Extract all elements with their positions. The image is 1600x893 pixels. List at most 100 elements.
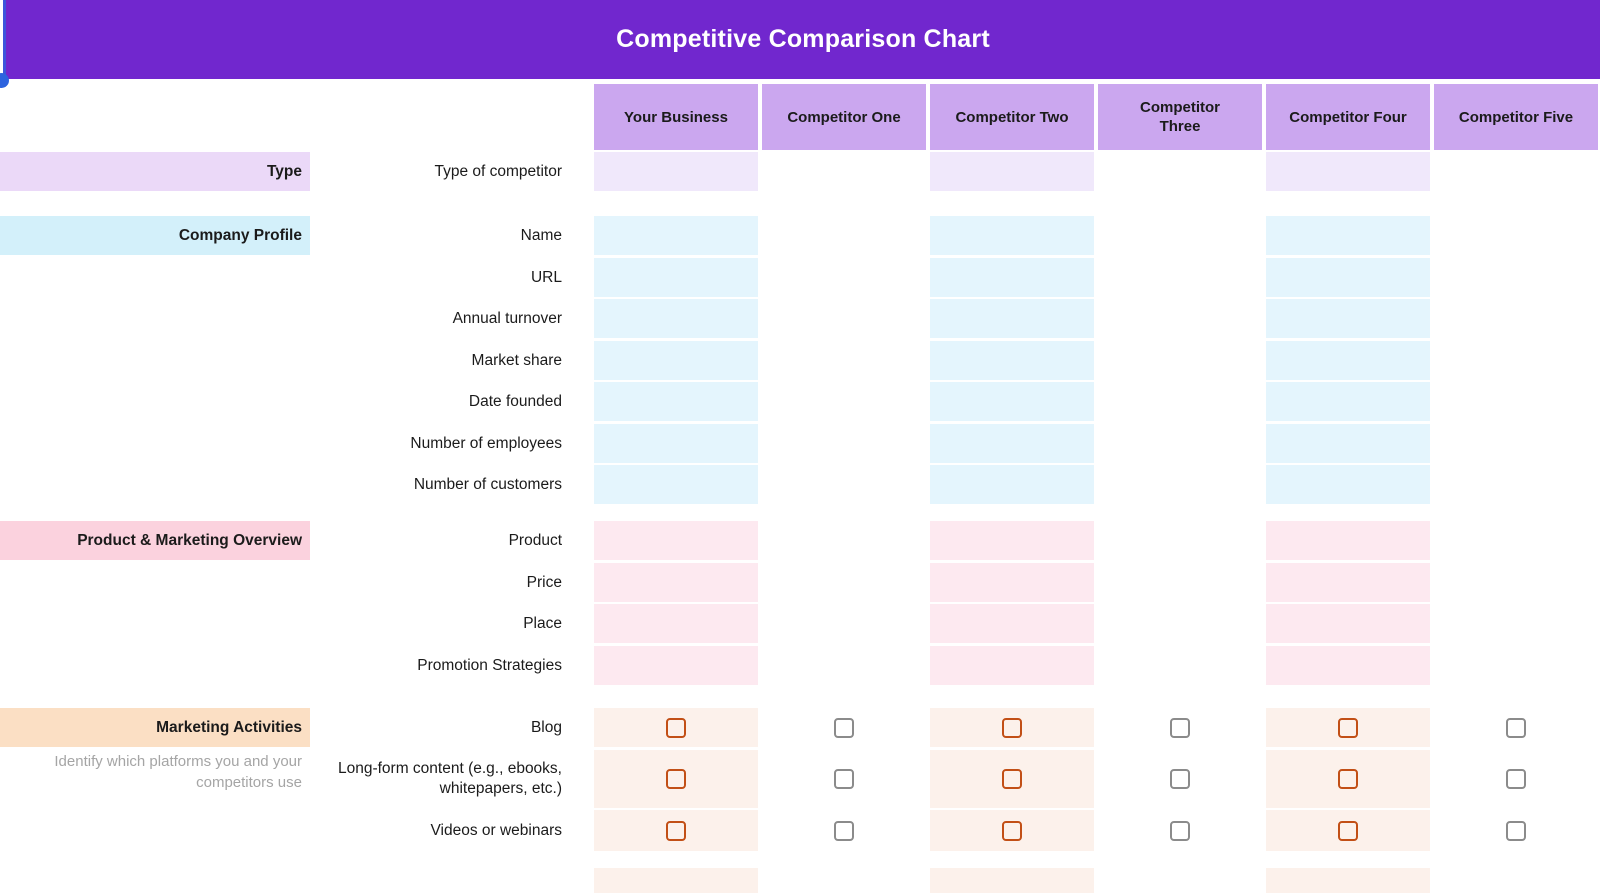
data-cell[interactable] [1266, 521, 1430, 560]
checkbox[interactable] [1506, 820, 1526, 841]
row-label: Videos or webinars [430, 821, 562, 839]
data-cell[interactable] [1266, 341, 1430, 380]
data-cell[interactable] [930, 152, 1094, 191]
data-cell[interactable] [594, 563, 758, 602]
data-cell[interactable] [930, 646, 1094, 685]
checkbox[interactable] [1002, 717, 1022, 738]
data-cell[interactable] [930, 299, 1094, 338]
data-cell[interactable] [1266, 216, 1430, 255]
row-label: Type of competitor [434, 162, 562, 180]
section-label-type: Type [0, 152, 310, 191]
checkbox[interactable] [834, 717, 854, 738]
data-cell[interactable] [930, 216, 1094, 255]
checkbox-cell [1266, 708, 1430, 747]
row-label: Number of customers [413, 475, 562, 493]
data-cell[interactable] [930, 604, 1094, 643]
row-place: Place [0, 604, 1600, 643]
data-cell[interactable] [930, 521, 1094, 560]
checkbox-cell [1098, 708, 1262, 747]
data-cell[interactable] [930, 382, 1094, 421]
checkbox[interactable] [834, 820, 854, 841]
checkbox[interactable] [1170, 717, 1190, 738]
checkbox[interactable] [1506, 717, 1526, 738]
checkbox-cell [1434, 708, 1598, 747]
data-cell[interactable] [594, 646, 758, 685]
row-label: Blog [530, 718, 562, 736]
row-promotion-strategies: Promotion Strategies [0, 646, 1600, 685]
data-cell[interactable] [594, 521, 758, 560]
checkbox[interactable] [1002, 769, 1022, 789]
data-cell[interactable] [1266, 258, 1430, 297]
checkbox[interactable] [1506, 769, 1526, 789]
row-product: Product & Marketing Overview Product [0, 521, 1600, 560]
data-cell[interactable] [1266, 563, 1430, 602]
column-header-competitor-four[interactable]: Competitor Four [1266, 84, 1430, 150]
data-cell[interactable] [930, 341, 1094, 380]
data-cell[interactable] [594, 299, 758, 338]
checkbox[interactable] [666, 717, 686, 738]
row-label: Number of employees [410, 434, 562, 452]
data-cell[interactable] [1266, 604, 1430, 643]
row-label: Price [526, 573, 562, 591]
data-cell[interactable] [1266, 465, 1430, 504]
checkbox-cell [594, 810, 758, 851]
row-label: Market share [471, 351, 562, 369]
checkbox-cell [1266, 750, 1430, 808]
column-header-competitor-two[interactable]: Competitor Two [930, 84, 1094, 150]
row-url: URL [0, 258, 1600, 297]
checkbox-cell [1434, 810, 1598, 851]
checkbox[interactable] [666, 769, 686, 789]
row-market-share: Market share [0, 341, 1600, 380]
data-cell[interactable] [1266, 868, 1430, 893]
row-annual-turnover: Annual turnover [0, 299, 1600, 338]
checkbox-cell [1098, 750, 1262, 808]
checkbox[interactable] [1002, 820, 1022, 841]
column-header-competitor-five[interactable]: Competitor Five [1434, 84, 1598, 150]
checkbox-cell [594, 708, 758, 747]
checkbox[interactable] [1170, 820, 1190, 841]
data-cell[interactable] [594, 424, 758, 463]
data-cell[interactable] [930, 258, 1094, 297]
column-header-competitor-one[interactable]: Competitor One [762, 84, 926, 150]
data-cell[interactable] [930, 424, 1094, 463]
row-name: Company Profile Name [0, 216, 1600, 255]
checkbox[interactable] [1338, 717, 1358, 738]
checkbox[interactable] [1338, 769, 1358, 789]
row-partial-bottom [0, 868, 1600, 893]
data-cell[interactable] [930, 465, 1094, 504]
row-label: Long-form content (e.g., ebooks, whitepa… [337, 760, 562, 797]
data-cell[interactable] [1266, 646, 1430, 685]
checkbox-cell [1434, 750, 1598, 808]
checkbox-cell [1266, 810, 1430, 851]
data-cell[interactable] [594, 258, 758, 297]
checkbox[interactable] [666, 820, 686, 841]
row-videos-or-webinars: Videos or webinars [0, 810, 1600, 851]
data-cell[interactable] [1266, 424, 1430, 463]
checkbox[interactable] [834, 769, 854, 789]
data-cell[interactable] [594, 465, 758, 504]
row-price: Price [0, 563, 1600, 602]
data-cell[interactable] [1266, 382, 1430, 421]
row-label: Place [523, 614, 562, 632]
checkbox[interactable] [1338, 820, 1358, 841]
data-cell[interactable] [1266, 299, 1430, 338]
data-cell[interactable] [930, 563, 1094, 602]
data-cell[interactable] [594, 382, 758, 421]
column-header-your-business[interactable]: Your Business [594, 84, 758, 150]
checkbox-cell [1098, 810, 1262, 851]
checkbox-cell [930, 708, 1094, 747]
row-type-of-competitor: Type Type of competitor [0, 152, 1600, 191]
data-cell[interactable] [594, 868, 758, 893]
row-label: Annual turnover [452, 309, 562, 327]
data-cell[interactable] [594, 341, 758, 380]
row-long-form-content: Long-form content (e.g., ebooks, whitepa… [0, 750, 1600, 808]
data-cell[interactable] [594, 216, 758, 255]
data-cell[interactable] [594, 604, 758, 643]
checkbox[interactable] [1170, 769, 1190, 789]
data-cell[interactable] [1266, 152, 1430, 191]
checkbox-cell [762, 810, 926, 851]
data-cell[interactable] [594, 152, 758, 191]
data-cell[interactable] [930, 868, 1094, 893]
column-header-competitor-three[interactable]: Competitor Three [1098, 84, 1262, 150]
